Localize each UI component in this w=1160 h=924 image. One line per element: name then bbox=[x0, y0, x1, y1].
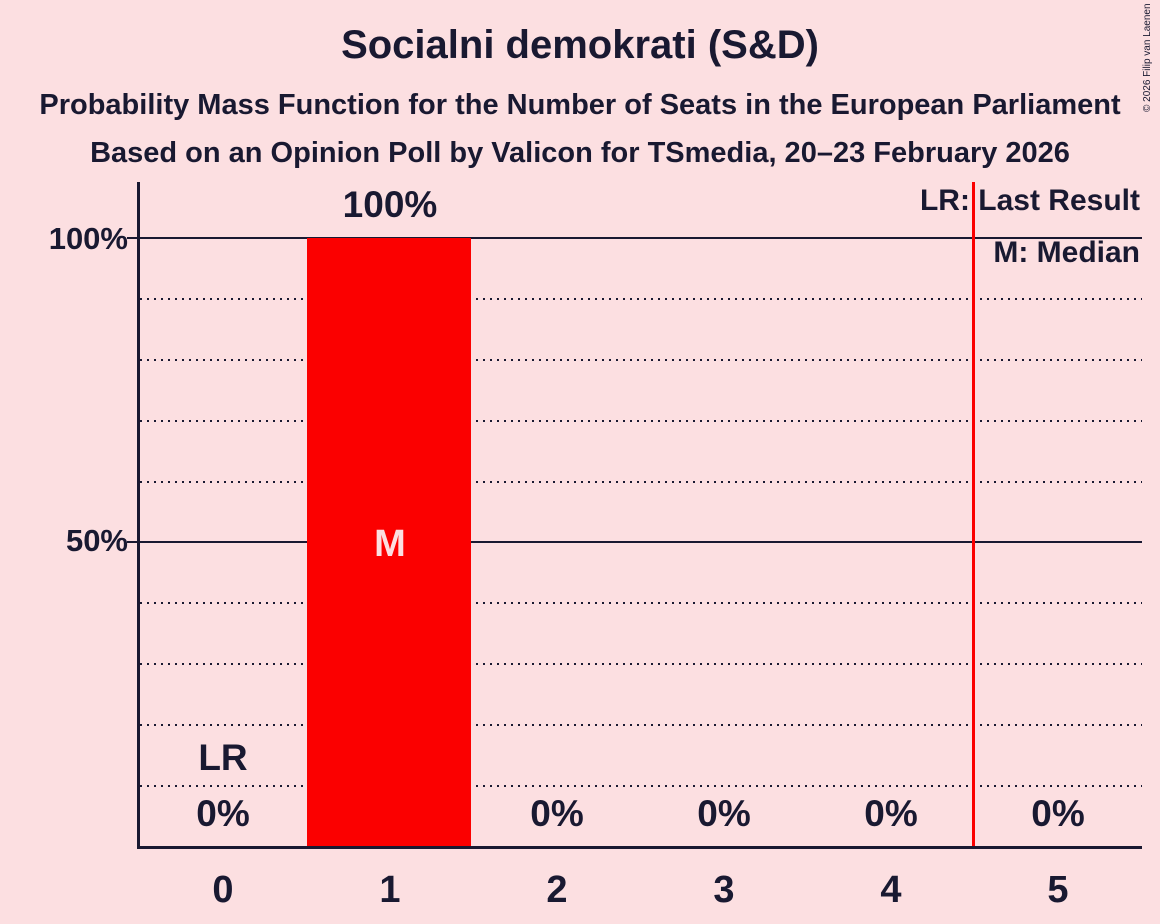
bar-seats-1 bbox=[307, 238, 471, 846]
value-label-seats-0: 0% bbox=[196, 793, 250, 834]
x-tick-label-4: 4 bbox=[880, 869, 902, 911]
value-label-seats-5: 0% bbox=[1031, 793, 1085, 834]
x-tick-label-2: 2 bbox=[546, 869, 568, 911]
gridline-40pct bbox=[140, 602, 1142, 604]
last-result-line bbox=[972, 182, 975, 846]
gridline-50pct bbox=[140, 541, 1142, 543]
x-tick-label-5: 5 bbox=[1047, 869, 1069, 911]
y-tick-50pct bbox=[127, 541, 140, 543]
y-axis-label-100pct: 100% bbox=[48, 221, 128, 256]
gridline-30pct bbox=[140, 663, 1142, 665]
gridline-10pct bbox=[140, 785, 1142, 787]
gridline-100pct bbox=[140, 237, 1142, 239]
gridline-20pct bbox=[140, 724, 1142, 726]
last-result-annotation: LR bbox=[198, 737, 248, 778]
chart-subtitle-line1: Probability Mass Function for the Number… bbox=[39, 89, 1121, 121]
page-title: Socialni demokrati (S&D) bbox=[341, 23, 819, 67]
legend-last-result: LR: Last Result bbox=[919, 184, 1140, 217]
x-axis-line bbox=[137, 846, 1142, 849]
value-label-seats-1: 100% bbox=[342, 184, 438, 225]
median-annotation: M bbox=[374, 523, 406, 565]
value-label-seats-3: 0% bbox=[697, 793, 751, 834]
value-label-seats-2: 0% bbox=[530, 793, 584, 834]
x-tick-label-1: 1 bbox=[379, 869, 401, 911]
x-tick-label-3: 3 bbox=[713, 869, 735, 911]
value-label-seats-4: 0% bbox=[864, 793, 918, 834]
y-axis-line bbox=[137, 182, 140, 849]
gridline-60pct bbox=[140, 481, 1142, 483]
y-axis-label-50pct: 50% bbox=[65, 523, 128, 558]
gridline-70pct bbox=[140, 420, 1142, 422]
y-tick-100pct bbox=[127, 237, 140, 239]
chart-subtitle-line2: Based on an Opinion Poll by Valicon for … bbox=[90, 137, 1070, 169]
copyright-notice: © 2026 Filip van Laenen bbox=[1142, 3, 1153, 112]
x-tick-label-0: 0 bbox=[212, 869, 234, 911]
gridline-80pct bbox=[140, 359, 1142, 361]
legend-median: M: Median bbox=[993, 236, 1140, 269]
gridline-90pct bbox=[140, 298, 1142, 300]
